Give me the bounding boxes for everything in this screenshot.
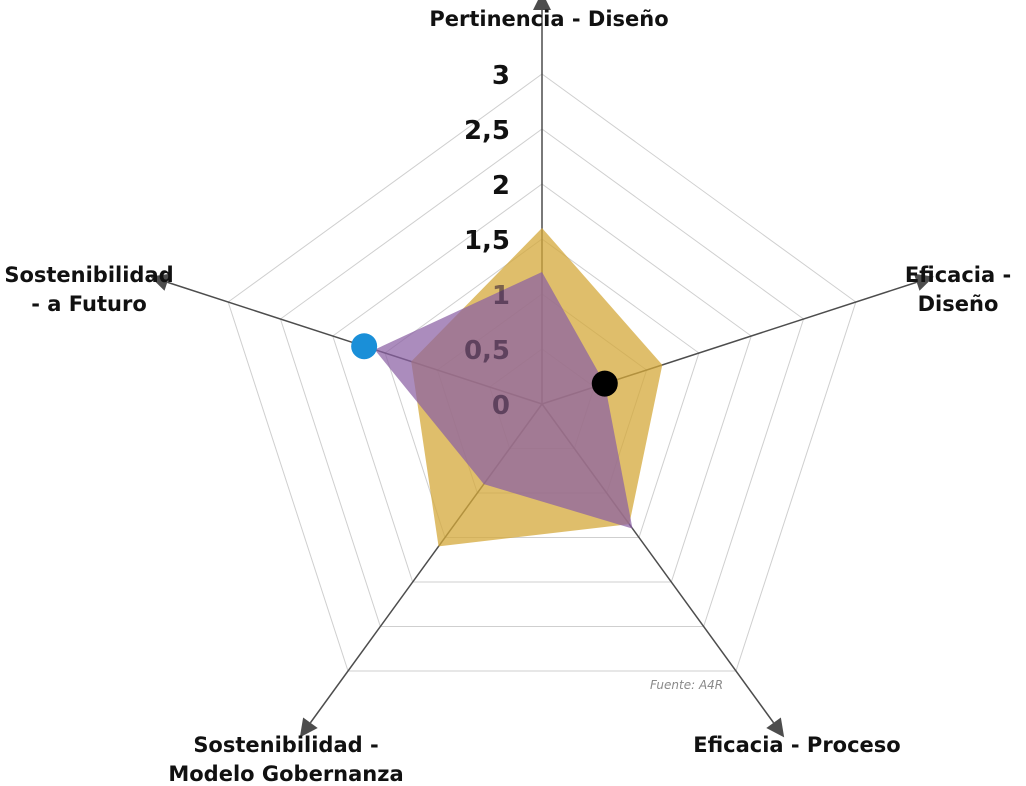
tick-label: 0	[492, 391, 510, 421]
grid-ring	[332, 183, 752, 583]
axis-label-line: Eficacia -	[905, 263, 1011, 287]
tick-label: 1	[492, 281, 510, 311]
axis-arrow	[913, 273, 934, 291]
axis-label: Sostenibilidad - a Futuro	[4, 263, 173, 316]
axis-label: Eficacia - Diseño	[905, 263, 1011, 316]
series-marker	[591, 370, 618, 397]
axis-arrow	[150, 273, 171, 291]
axis-label-line: Diseño	[918, 292, 999, 316]
grid-ring	[279, 128, 805, 627]
axis-label-line: - a Futuro	[31, 292, 147, 316]
tick-label: 1,5	[464, 226, 510, 256]
source-label: Fuente: A4R	[650, 678, 723, 692]
series-marker	[351, 333, 378, 360]
axis-label-line: Eficacia - Proceso	[693, 733, 900, 757]
axis-arrow	[533, 0, 551, 10]
axis-label-line: Pertinencia - Diseño	[429, 7, 668, 31]
axis-label: Eficacia - Proceso	[693, 733, 900, 757]
axis-label: Sostenibilidad - Modelo Gobernanza	[168, 733, 403, 786]
axis-arrow	[299, 717, 318, 738]
tick-label: 2,5	[464, 116, 510, 146]
axis-label: Pertinencia - Diseño	[429, 7, 668, 31]
axis-label-line: Modelo Gobernanza	[168, 762, 403, 786]
tick-label: 2	[492, 171, 510, 201]
tick-labels: 0 0,5 1 1,5 2 2,5 3	[464, 61, 510, 421]
grid-ring	[227, 73, 857, 672]
series-area	[374, 272, 633, 529]
axis-arrow	[766, 717, 785, 738]
series-markers	[351, 333, 618, 397]
axis-label-line: Sostenibilidad	[4, 263, 173, 287]
series-areas	[374, 228, 663, 547]
tick-label: 3	[492, 61, 510, 91]
tick-label: 0,5	[464, 336, 510, 366]
axis-label-line: Sostenibilidad -	[193, 733, 378, 757]
